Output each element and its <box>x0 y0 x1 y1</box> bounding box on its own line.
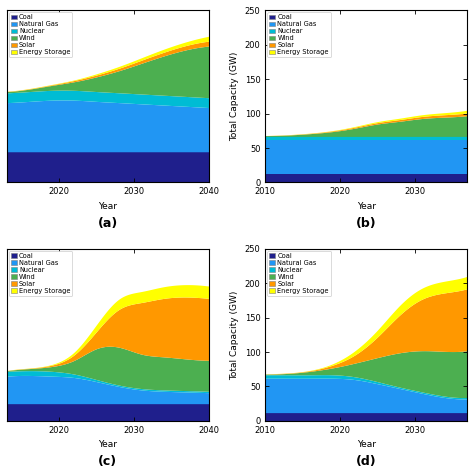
X-axis label: Year: Year <box>98 440 117 449</box>
Legend: Coal, Natural Gas, Nuclear, Wind, Solar, Energy Storage: Coal, Natural Gas, Nuclear, Wind, Solar,… <box>267 12 331 57</box>
Text: (c): (c) <box>98 456 118 468</box>
Legend: Coal, Natural Gas, Nuclear, Wind, Solar, Energy Storage: Coal, Natural Gas, Nuclear, Wind, Solar,… <box>9 12 73 57</box>
X-axis label: Year: Year <box>357 202 376 211</box>
Y-axis label: Total Capacity (GW): Total Capacity (GW) <box>230 52 239 141</box>
Y-axis label: Total Capacity (GW): Total Capacity (GW) <box>230 290 239 380</box>
Text: (b): (b) <box>356 217 376 230</box>
X-axis label: Year: Year <box>357 440 376 449</box>
Legend: Coal, Natural Gas, Nuclear, Wind, Solar, Energy Storage: Coal, Natural Gas, Nuclear, Wind, Solar,… <box>267 251 331 296</box>
Legend: Coal, Natural Gas, Nuclear, Wind, Solar, Energy Storage: Coal, Natural Gas, Nuclear, Wind, Solar,… <box>9 251 73 296</box>
Text: (a): (a) <box>98 217 118 230</box>
X-axis label: Year: Year <box>98 202 117 211</box>
Text: (d): (d) <box>356 456 376 468</box>
